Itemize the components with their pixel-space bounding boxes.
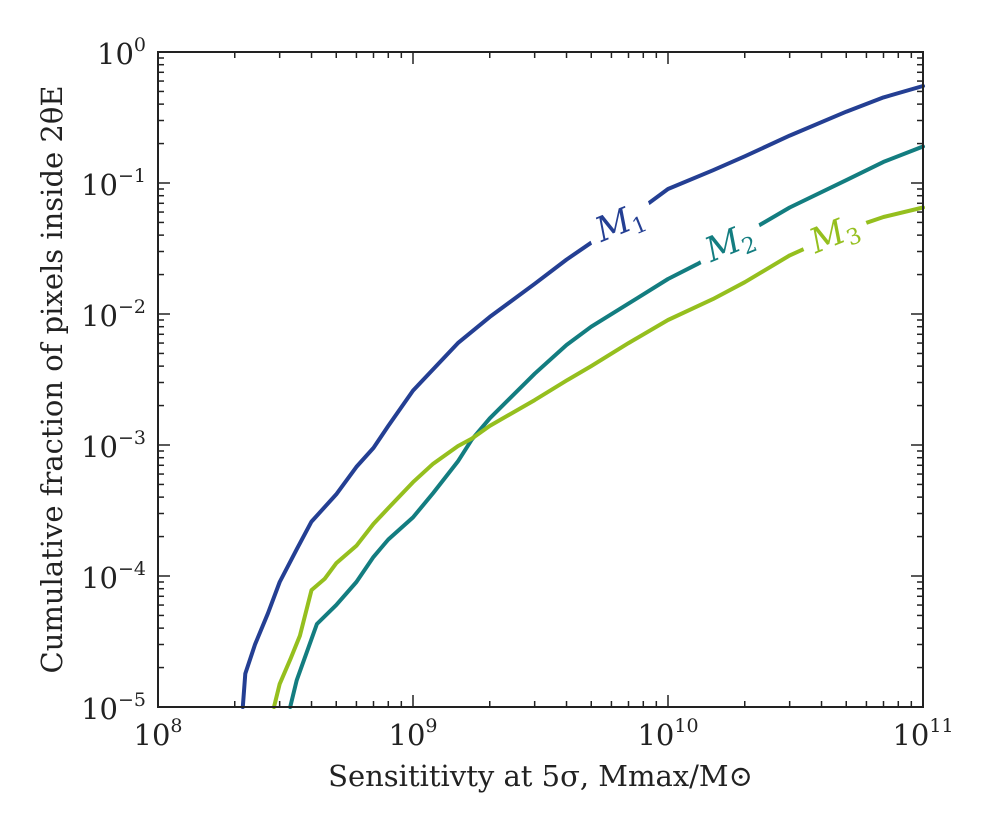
y-tick-label: 10−3 (81, 427, 146, 464)
series-line-m3 (272, 205, 925, 709)
plot-frame (157, 51, 924, 708)
series-labels: M1 M2 M3 (579, 188, 873, 272)
series-lines (240, 84, 925, 709)
y-tick-label: 10−4 (81, 558, 146, 595)
series-label-m1: M1 (579, 188, 658, 252)
y-tick-label: 10−2 (81, 296, 146, 333)
y-tick-label: 10−5 (81, 689, 146, 726)
axis-ticks (157, 51, 924, 708)
y-tick-label: 10−1 (81, 165, 146, 202)
x-axis-label: Sensititivty at 5σ, Mmax/M⊙ (328, 759, 753, 793)
y-tick-label: 100 (97, 34, 146, 71)
y-axis-label: Cumulative fraction of pixels inside 2θE (35, 86, 69, 674)
x-tick-label: 109 (389, 715, 438, 752)
series-line-m1 (240, 84, 925, 709)
x-tick-label: 108 (134, 715, 183, 752)
series-label-m2: M2 (689, 208, 768, 272)
x-tick-label: 1011 (892, 715, 953, 752)
tick-labels: 108 109 1010 1011 100 10−1 10−2 10−3 10−4 10−5 (81, 34, 953, 752)
series-label-m3: M3 (794, 200, 873, 263)
x-tick-label: 1010 (637, 715, 698, 752)
